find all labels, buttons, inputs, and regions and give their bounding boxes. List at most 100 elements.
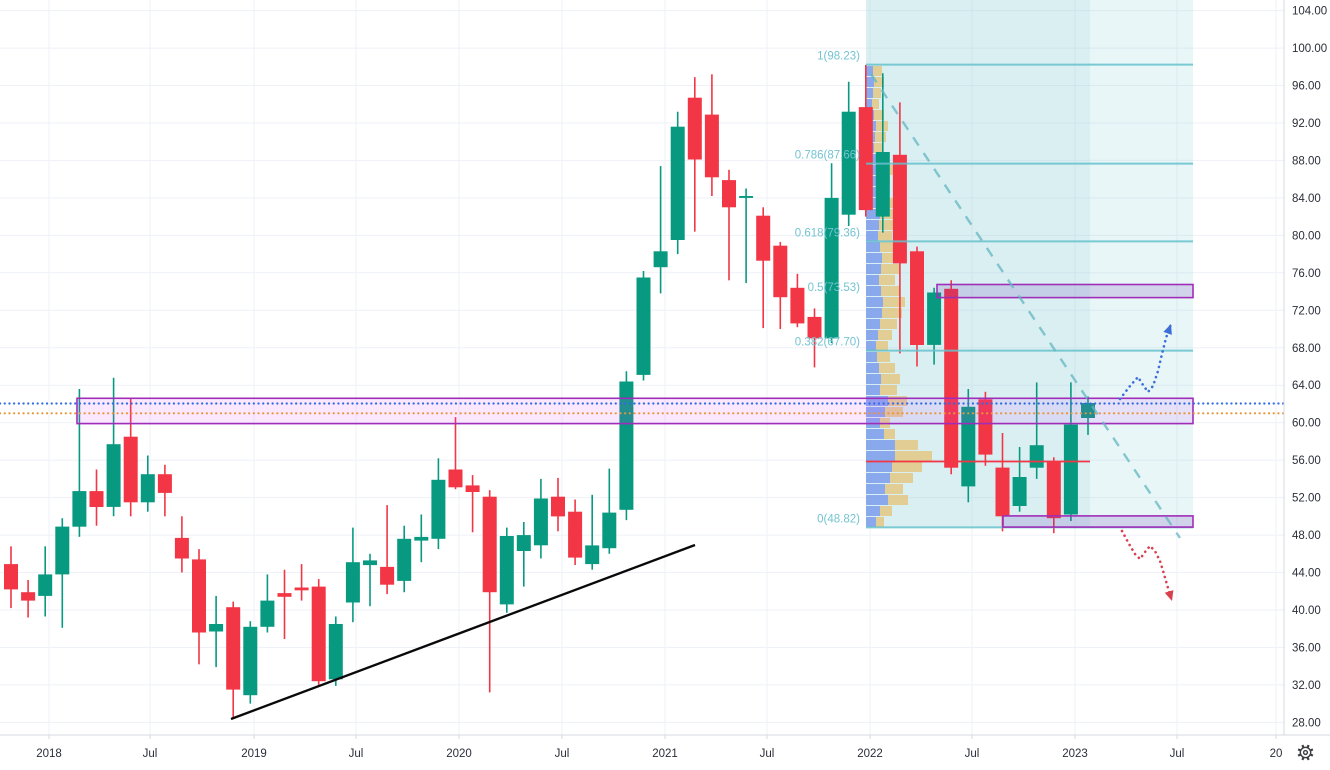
time-tick-label: 20 <box>1270 748 1283 760</box>
candle-body <box>123 436 138 503</box>
candle-body <box>140 474 155 503</box>
candle-body <box>773 245 788 298</box>
demand-box[interactable] <box>1002 515 1194 528</box>
candle-body <box>687 97 702 160</box>
fib-level-label: 1(98.23) <box>817 51 860 63</box>
candle-body <box>260 600 275 627</box>
price-tick-label: 28.00 <box>1292 717 1321 729</box>
candle-body <box>636 277 651 375</box>
candle-body <box>380 566 395 585</box>
dashed-trendline[interactable] <box>870 73 1181 539</box>
candle-body <box>841 111 856 215</box>
price-tick-label: 48.00 <box>1292 530 1321 542</box>
candle-body <box>961 406 976 487</box>
time-tick-label: 2018 <box>36 748 62 760</box>
candle-body <box>910 251 924 345</box>
candle-body <box>670 126 685 240</box>
price-tick-label: 32.00 <box>1292 680 1321 692</box>
candle-body <box>944 288 959 468</box>
candle-body <box>106 444 121 507</box>
candle-body <box>277 593 292 597</box>
fib-level-label: 0.382(67.70) <box>795 337 860 349</box>
candle-body <box>790 287 805 324</box>
candle-body <box>38 574 53 596</box>
time-axis[interactable] <box>0 735 1330 770</box>
candle-body <box>21 592 36 601</box>
time-tick-label: 2022 <box>857 748 883 760</box>
price-tick-label: 56.00 <box>1292 455 1321 467</box>
fib-level-label: 0.786(87.66) <box>795 150 860 162</box>
time-tick-label: 2020 <box>446 748 472 760</box>
candle-body <box>722 180 736 208</box>
price-tick-label: 100.00 <box>1292 43 1327 55</box>
price-tick-label: 96.00 <box>1292 81 1321 93</box>
candle-body <box>4 564 18 590</box>
candle-body <box>858 107 873 211</box>
candle-body <box>294 587 309 591</box>
arrowhead <box>1163 324 1172 335</box>
price-tick-label: 68.00 <box>1292 343 1321 355</box>
price-tick-label: 76.00 <box>1292 268 1321 280</box>
candle-body <box>824 197 839 339</box>
price-tick-label: 44.00 <box>1292 568 1321 580</box>
candle-body <box>345 562 360 603</box>
candle-body <box>995 467 1010 517</box>
candle-body <box>431 479 446 539</box>
fib-level-label: 0.618(79.36) <box>795 227 860 239</box>
price-axis-labels: 104.00 100.00 96.00 92.00 88.00 84.00 80.00 76.… <box>1292 6 1327 730</box>
candle-body <box>174 537 189 559</box>
volume-profile-range-tint <box>866 0 1090 528</box>
candle-body <box>602 512 617 549</box>
candle-body <box>482 496 497 593</box>
price-tick-label: 64.00 <box>1292 380 1321 392</box>
candle-body <box>328 624 343 680</box>
candle-body <box>226 607 241 690</box>
time-tick-label: 2019 <box>241 748 267 760</box>
time-tick-label: Jul <box>760 748 775 760</box>
fib-half-box[interactable] <box>936 283 1194 299</box>
candle-body <box>448 469 463 488</box>
price-axis[interactable] <box>1284 0 1330 770</box>
candle-body <box>653 251 668 268</box>
time-tick-label: Jul <box>1170 748 1185 760</box>
candle-body <box>499 536 514 605</box>
candle-body <box>516 535 531 551</box>
price-tick-label: 104.00 <box>1292 6 1327 18</box>
candle-body <box>533 498 548 546</box>
supply-zone[interactable] <box>76 397 1194 425</box>
candle-body <box>209 624 224 632</box>
price-tick-label: 92.00 <box>1292 118 1321 130</box>
trendline[interactable] <box>230 543 696 721</box>
price-tick-label: 72.00 <box>1292 305 1321 317</box>
candle-body <box>243 626 258 696</box>
candle-body <box>192 559 206 633</box>
price-tick-label: 40.00 <box>1292 605 1321 617</box>
time-axis-labels: 2018 Jul 2019 Jul 2020 Jul 2021 Jul 2022 Jul 2023 J… <box>36 735 1282 760</box>
candle-body <box>89 491 104 507</box>
candle-body <box>55 526 70 575</box>
candle-body <box>892 154 907 264</box>
candle-body <box>739 196 754 198</box>
price-tick-label: 88.00 <box>1292 155 1321 167</box>
candle-body <box>157 474 172 493</box>
projection-down-arrow[interactable] <box>1120 529 1174 603</box>
candle-body <box>875 152 890 217</box>
gear-icon[interactable] <box>1297 744 1314 761</box>
price-tick-label: 84.00 <box>1292 193 1321 205</box>
candle-body <box>704 114 719 178</box>
price-tick-label: 80.00 <box>1292 230 1321 242</box>
candle-body <box>397 538 412 581</box>
time-tick-label: Jul <box>143 748 158 760</box>
candle-body <box>927 292 942 345</box>
candle-body <box>1046 462 1061 519</box>
time-tick-label: Jul <box>349 748 364 760</box>
time-tick-label: Jul <box>555 748 570 760</box>
candle-body <box>1029 445 1044 468</box>
candle-body <box>363 560 377 566</box>
candle-body <box>551 496 565 517</box>
candlestick-series <box>4 64 1095 719</box>
projection-up-arrow[interactable] <box>1118 322 1173 401</box>
